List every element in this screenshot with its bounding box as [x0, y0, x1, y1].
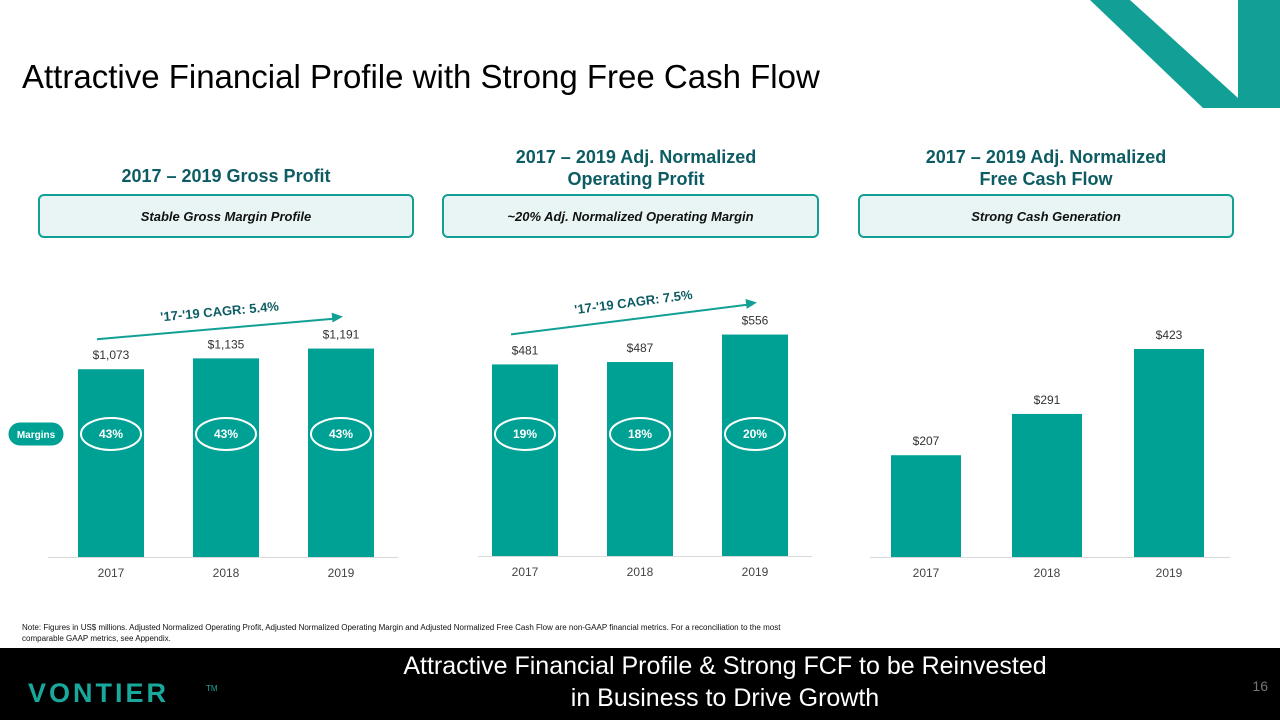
x-tick-label: 2019 — [1156, 566, 1183, 580]
logo-trademark: TM — [206, 684, 218, 693]
x-tick-label: 2018 — [213, 566, 240, 580]
footer-message: Attractive Financial Profile & Strong FC… — [330, 650, 1120, 714]
bar-value-label: $423 — [1156, 328, 1183, 342]
bar-value-label: $1,191 — [323, 328, 360, 342]
pill-gross-margin: Stable Gross Margin Profile — [38, 194, 414, 238]
margins-badge-label: Margins — [17, 430, 56, 441]
bar-2017 — [492, 364, 558, 556]
margin-label: 19% — [513, 427, 537, 441]
x-tick-label: 2019 — [742, 565, 769, 579]
bar-2018 — [607, 362, 673, 556]
page-title: Attractive Financial Profile with Strong… — [22, 58, 820, 95]
x-tick-label: 2018 — [1034, 566, 1061, 580]
margin-ellipse — [310, 417, 372, 451]
margin-label: 43% — [99, 427, 123, 441]
margin-ellipse — [494, 417, 556, 451]
bar-value-label: $1,073 — [93, 348, 130, 362]
corner-decoration — [1090, 0, 1280, 108]
bar-value-label: $556 — [742, 314, 769, 328]
margin-ellipse — [80, 417, 142, 451]
panel-title-line: Operating Profit — [567, 169, 705, 189]
footnote: Note: Figures in US$ millions. Adjusted … — [22, 623, 781, 643]
margin-label: 43% — [214, 427, 238, 441]
bar-charts: $1,073 2017 43% $1,135 2018 43% $1,191 2019 43% '… — [7, 287, 1230, 580]
cagr-arrow-head — [331, 312, 343, 323]
bar-value-label: $481 — [512, 343, 539, 357]
panel-title-line: 2017 – 2019 Adj. Normalized — [925, 147, 1167, 167]
x-tick-label: 2019 — [328, 566, 355, 580]
panel-title-line: Free Cash Flow — [979, 169, 1113, 189]
pill-operating-margin: ~20% Adj. Normalized Operating Margin — [442, 194, 819, 238]
cagr-arrow-line — [96, 317, 336, 341]
x-tick-label: 2017 — [913, 566, 940, 580]
panel-title-operating-profit: 2017 – 2019 Adj. Normalized Operating Pr… — [450, 146, 822, 190]
margin-label: 20% — [743, 427, 767, 441]
panel-title-free-cash-flow: 2017 – 2019 Adj. Normalized Free Cash Fl… — [860, 146, 1232, 190]
bar-2018 — [193, 358, 259, 557]
page-number: 16 — [1252, 678, 1268, 694]
bar-value-label: $487 — [627, 341, 654, 355]
bar-2017 — [78, 369, 144, 557]
margin-label: 43% — [329, 427, 353, 441]
x-tick-label: 2018 — [627, 565, 654, 579]
corner-chevron-shape — [1090, 0, 1280, 108]
margin-ellipse — [724, 417, 786, 451]
bar-2019 — [1134, 349, 1204, 557]
bar-value-label: $207 — [913, 434, 940, 448]
cagr-arrow-line — [510, 303, 750, 336]
panel-title-line: 2017 – 2019 Gross Profit — [121, 166, 331, 186]
bar-2019 — [308, 348, 374, 557]
margins-badge — [7, 421, 65, 447]
margin-label: 18% — [628, 427, 652, 441]
pill-cash-generation: Strong Cash Generation — [858, 194, 1234, 238]
margin-ellipse — [195, 417, 257, 451]
footer-bar: VONTIER TM Attractive Financial Profile … — [0, 648, 1280, 720]
footer-message-line: in Business to Drive Growth — [570, 684, 880, 712]
bar-2018 — [1012, 413, 1082, 557]
cagr-arrow-head — [745, 299, 757, 309]
panel-title-line: 2017 – 2019 Adj. Normalized — [515, 147, 757, 167]
panel-title-gross-profit: 2017 – 2019 Gross Profit — [40, 165, 412, 187]
cagr-label: '17-'19 CAGR: 5.4% — [160, 298, 280, 324]
x-tick-label: 2017 — [512, 565, 539, 579]
cagr-label: '17-'19 CAGR: 7.5% — [573, 287, 693, 317]
bar-value-label: $1,135 — [208, 337, 245, 351]
vontier-logo: VONTIER — [28, 678, 170, 708]
bar-2017 — [891, 455, 961, 557]
x-tick-label: 2017 — [98, 566, 125, 580]
margin-ellipse — [609, 417, 671, 451]
bar-value-label: $291 — [1034, 393, 1061, 407]
footer-message-line: Attractive Financial Profile & Strong FC… — [403, 652, 1047, 680]
